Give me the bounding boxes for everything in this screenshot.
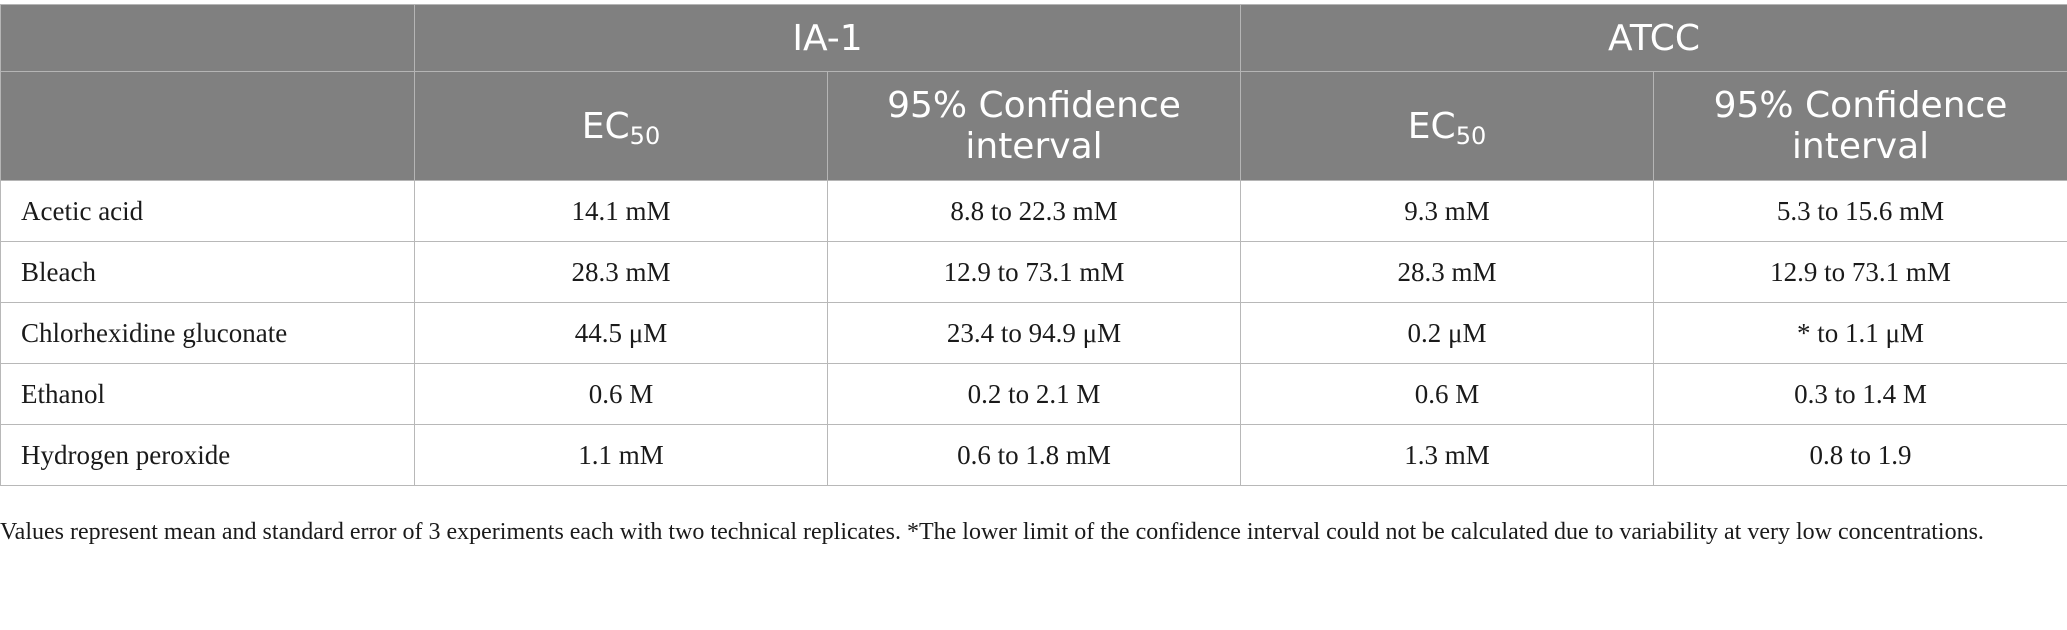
atcc-ec50-cell: 1.3 mM [1240,424,1655,486]
ec-subscript: 50 [1455,121,1487,150]
ia1-ci-cell: 8.8 to 22.3 mM [826,180,1242,242]
data-table-container: IA-1 ATCC EC50 95% Confidence interval E… [0,4,2067,486]
table-footnote: Values represent mean and standard error… [0,519,1984,545]
row-label: Chlorhexidine gluconate [0,302,415,364]
atcc-ci-cell: 5.3 to 15.6 mM [1653,180,2067,242]
header-corner-lower [0,71,415,181]
table-row: Hydrogen peroxide 1.1 mM 0.6 to 1.8 mM 1… [0,424,2067,486]
header-group-atcc: ATCC [1240,4,2067,72]
atcc-ec50-cell: 28.3 mM [1240,241,1655,303]
atcc-ec50-cell: 0.6 M [1240,363,1655,425]
header-ia1-ci: 95% Confidence interval [826,71,1242,181]
ec-label: EC [581,105,630,147]
table-row: Chlorhexidine gluconate 44.5 μM 23.4 to … [0,302,2067,364]
ia1-ec50-cell: 28.3 mM [414,241,828,303]
ia1-ci-cell: 0.2 to 2.1 M [826,363,1242,425]
ia1-ec50-cell: 0.6 M [414,363,828,425]
header-row-metrics: EC50 95% Confidence interval EC50 95% Co… [0,71,2067,181]
row-label: Bleach [0,241,415,303]
row-label: Ethanol [0,363,415,425]
atcc-ec50-cell: 9.3 mM [1240,180,1655,242]
atcc-ci-cell: * to 1.1 μM [1653,302,2067,364]
ia1-ci-cell: 23.4 to 94.9 μM [826,302,1242,364]
atcc-ci-cell: 0.3 to 1.4 M [1653,363,2067,425]
ec-subscript: 50 [629,121,661,150]
atcc-ec50-cell: 0.2 μM [1240,302,1655,364]
ia1-ec50-cell: 44.5 μM [414,302,828,364]
header-ia1-ec50: EC50 [414,71,828,181]
table-row: Acetic acid 14.1 mM 8.8 to 22.3 mM 9.3 m… [0,180,2067,242]
ia1-ci-cell: 12.9 to 73.1 mM [826,241,1242,303]
atcc-ci-cell: 0.8 to 1.9 [1653,424,2067,486]
ia1-ec50-cell: 1.1 mM [414,424,828,486]
ia1-ci-cell: 0.6 to 1.8 mM [826,424,1242,486]
header-atcc-ec50: EC50 [1240,71,1655,181]
row-label: Hydrogen peroxide [0,424,415,486]
table-row: Ethanol 0.6 M 0.2 to 2.1 M 0.6 M 0.3 to … [0,363,2067,425]
ia1-ec50-cell: 14.1 mM [414,180,828,242]
header-atcc-ci: 95% Confidence interval [1653,71,2067,181]
header-group-ia1: IA-1 [413,4,1242,72]
ec-label: EC [1407,105,1456,147]
ec50-table: IA-1 ATCC EC50 95% Confidence interval E… [0,4,2067,486]
table-row: Bleach 28.3 mM 12.9 to 73.1 mM 28.3 mM 1… [0,241,2067,303]
header-corner [0,4,415,72]
header-row-groups: IA-1 ATCC [0,4,2067,72]
atcc-ci-cell: 12.9 to 73.1 mM [1653,241,2067,303]
row-label: Acetic acid [0,180,415,242]
